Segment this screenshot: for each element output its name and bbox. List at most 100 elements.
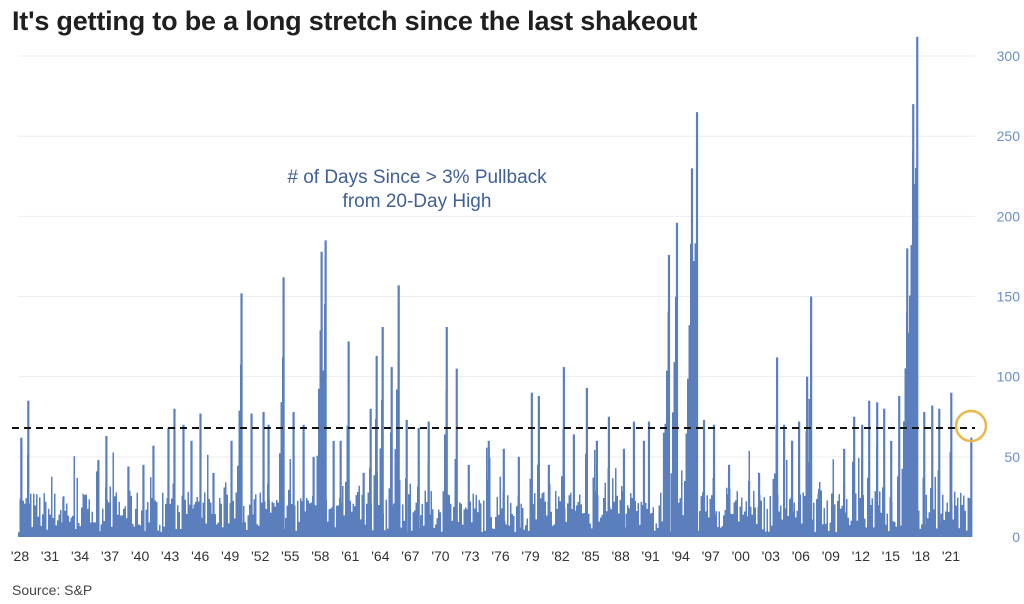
bar — [940, 513, 942, 537]
bar — [612, 478, 614, 537]
bar — [22, 500, 24, 537]
bar-peak — [757, 472, 761, 537]
bar — [192, 508, 194, 537]
bar — [967, 497, 969, 537]
bar — [847, 517, 849, 537]
bar — [771, 525, 773, 537]
bar — [646, 508, 648, 537]
bar — [541, 493, 543, 537]
bar — [604, 482, 606, 537]
bar — [328, 509, 330, 537]
x-tick-label: '79 — [521, 548, 539, 564]
bar — [414, 510, 416, 537]
bar — [657, 528, 659, 537]
bar — [67, 515, 69, 537]
x-tick-label: '82 — [551, 548, 569, 564]
bar — [378, 504, 380, 537]
bar — [288, 489, 290, 537]
bar — [150, 477, 152, 537]
x-tick-label: '34 — [71, 548, 89, 564]
bar-peak — [916, 36, 919, 537]
x-tick-label: '88 — [612, 548, 630, 564]
bar — [334, 527, 336, 537]
bar — [576, 505, 578, 537]
bar-peak — [675, 222, 679, 537]
bar — [685, 433, 687, 537]
bar — [316, 455, 318, 537]
bar — [936, 528, 938, 537]
bar-peak — [853, 416, 856, 537]
bar — [361, 494, 363, 537]
bar — [708, 517, 710, 537]
bar — [58, 514, 60, 537]
bar — [198, 501, 200, 537]
bar — [825, 523, 827, 537]
bar — [525, 525, 527, 537]
bar — [148, 522, 150, 537]
bar — [873, 527, 875, 537]
bar — [751, 514, 753, 537]
bar — [904, 368, 906, 537]
bar-peak — [20, 437, 23, 537]
bar — [505, 524, 507, 537]
bar — [246, 529, 248, 537]
bar — [675, 296, 677, 537]
y-tick-label: 200 — [997, 208, 1021, 224]
bar — [750, 506, 752, 537]
bar — [720, 527, 722, 537]
bar-peak — [487, 440, 490, 537]
bar — [811, 519, 813, 537]
bar — [226, 494, 228, 537]
bar — [400, 527, 402, 537]
bar — [528, 530, 530, 537]
bar — [360, 519, 362, 537]
bar — [553, 524, 555, 537]
bar — [684, 480, 686, 537]
bar-peak — [142, 464, 145, 537]
bar — [385, 499, 387, 537]
bar — [634, 500, 636, 537]
bar — [144, 531, 146, 537]
bar — [225, 482, 227, 537]
bar — [421, 504, 423, 537]
x-axis-ticks: '28 '31 '34 '37 '40 '43 '46 '49 '52 '55 '58 '61 '64 '… — [11, 548, 960, 564]
bar — [322, 370, 324, 537]
bar-peak — [647, 421, 651, 537]
x-tick-label: '64 — [371, 548, 389, 564]
bar — [799, 494, 801, 537]
bar — [784, 508, 786, 537]
bar — [112, 452, 114, 537]
bar — [642, 505, 644, 537]
bar-peak — [667, 254, 671, 537]
bar-peak — [950, 392, 953, 537]
bar — [480, 503, 482, 537]
bar — [964, 510, 966, 537]
bar — [49, 514, 51, 537]
bar — [154, 500, 156, 537]
bar — [666, 370, 668, 537]
bar — [957, 497, 959, 537]
bar — [178, 512, 180, 537]
bar — [184, 499, 186, 537]
bar — [220, 503, 222, 537]
bar — [874, 491, 876, 537]
bar — [280, 402, 282, 537]
bar — [295, 530, 297, 537]
bar — [550, 511, 552, 537]
bar-peak — [230, 440, 233, 537]
x-tick-label: '21 — [942, 548, 960, 564]
bar — [903, 421, 905, 537]
bar — [858, 457, 860, 537]
bar — [927, 518, 929, 537]
bar — [969, 498, 971, 537]
bar — [358, 485, 360, 537]
annotation-line-1: # of Days Since > 3% Pullback — [287, 167, 547, 188]
bar — [486, 447, 488, 537]
bar — [130, 495, 132, 537]
bar-peak — [595, 440, 599, 537]
bar — [780, 505, 782, 537]
bar — [223, 487, 225, 537]
bar — [403, 520, 405, 537]
bar — [55, 525, 57, 537]
bar — [39, 497, 41, 537]
